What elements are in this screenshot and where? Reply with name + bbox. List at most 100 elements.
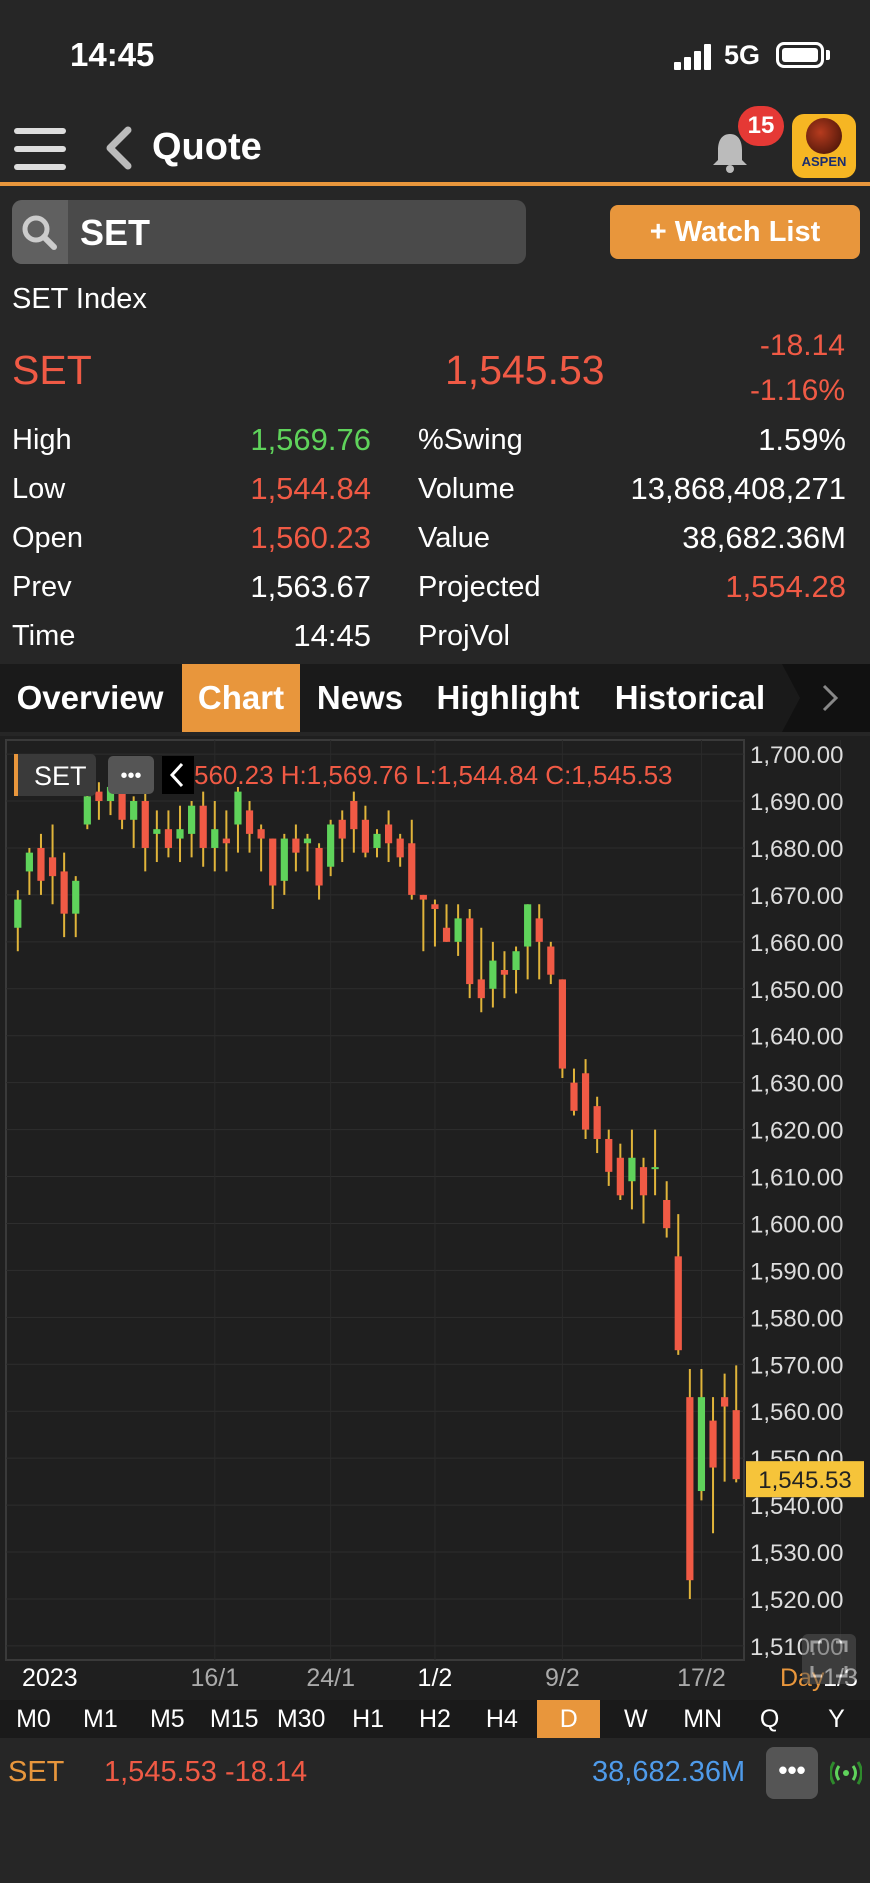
legend-symbol: SET bbox=[34, 761, 87, 791]
tabs-scroll-right[interactable] bbox=[782, 664, 870, 732]
battery-nub bbox=[826, 50, 830, 60]
expand-icon[interactable] bbox=[802, 1634, 856, 1684]
candle-body bbox=[141, 801, 149, 848]
timeframe-w[interactable]: W bbox=[623, 1705, 648, 1733]
candle-body bbox=[477, 979, 485, 999]
candle-body bbox=[558, 979, 566, 1069]
candle-body bbox=[639, 1167, 648, 1196]
candle-body bbox=[616, 1157, 624, 1196]
candle-body bbox=[153, 829, 161, 834]
candle-body bbox=[512, 951, 520, 970]
network-label: 5G bbox=[724, 40, 761, 70]
y-tick-label: 1,540.00 bbox=[750, 1493, 843, 1520]
y-tick-label: 1,630.00 bbox=[750, 1071, 843, 1098]
candle-body bbox=[408, 843, 416, 895]
x-tick-label: 2023 bbox=[22, 1664, 78, 1692]
search-icon bbox=[22, 215, 57, 250]
candle-body bbox=[651, 1167, 659, 1170]
volume-value: 13,868,408,271 bbox=[630, 471, 847, 506]
candle-body bbox=[466, 918, 474, 985]
timeframe-h2[interactable]: H2 bbox=[419, 1705, 451, 1733]
y-tick-label: 1,570.00 bbox=[750, 1352, 843, 1379]
timeframe-d[interactable]: D bbox=[537, 1700, 601, 1738]
price-chart[interactable]: 1,700.00 1,690.00 1,680.00 1,670.00 1,660.00… bbox=[0, 736, 870, 1700]
y-tick-label: 1,660.00 bbox=[750, 930, 843, 957]
search-icon-wrap[interactable] bbox=[12, 200, 68, 264]
legend-more-button[interactable] bbox=[108, 756, 154, 794]
candle-body bbox=[581, 1073, 590, 1130]
timeframe-m1[interactable]: M1 bbox=[83, 1705, 118, 1733]
search-value[interactable]: SET bbox=[80, 212, 151, 253]
ticker-more-button[interactable]: ••• bbox=[766, 1747, 818, 1799]
tab-overview[interactable]: Overview bbox=[16, 679, 164, 716]
bell-icon[interactable] bbox=[710, 130, 750, 174]
ticker-symbol[interactable]: SET bbox=[8, 1756, 65, 1788]
candle-body bbox=[176, 829, 184, 839]
candle-body bbox=[280, 838, 288, 881]
timeframe-y[interactable]: Y bbox=[828, 1705, 845, 1733]
open-label: Open bbox=[12, 522, 83, 554]
y-tick-label: 1,650.00 bbox=[750, 977, 843, 1004]
timeframe-m0[interactable]: M0 bbox=[16, 1705, 51, 1733]
nav-bar: Quote 15 ASPEN bbox=[0, 106, 870, 186]
symbol-full-name: SET Index bbox=[12, 283, 147, 315]
last-price-tag bbox=[746, 1461, 864, 1498]
candle-body bbox=[37, 847, 45, 881]
x-tick-label: 9/2 bbox=[545, 1664, 580, 1692]
tab-news[interactable]: News bbox=[316, 679, 404, 716]
candle-body bbox=[211, 829, 219, 848]
candle-body bbox=[118, 786, 126, 820]
timeframe-h4[interactable]: H4 bbox=[485, 1705, 518, 1733]
status-time: 14:45 bbox=[70, 36, 155, 73]
candle-body bbox=[338, 819, 346, 839]
candle-body bbox=[25, 852, 33, 872]
price-change-percent: -1.16% bbox=[749, 374, 845, 407]
prev-value: 1,563.67 bbox=[250, 569, 371, 604]
timeframe-m30[interactable]: M30 bbox=[276, 1705, 326, 1733]
candle-body bbox=[245, 810, 254, 834]
timeframe-q[interactable]: Q bbox=[759, 1705, 780, 1733]
search-input[interactable]: SET bbox=[12, 200, 526, 264]
candle-body bbox=[686, 1397, 694, 1581]
legend-collapse-button[interactable] bbox=[162, 756, 194, 794]
back-chevron-icon[interactable] bbox=[104, 126, 134, 170]
tab-historical[interactable]: Historical bbox=[614, 679, 766, 716]
tab-highlight[interactable]: Highlight bbox=[436, 679, 580, 716]
connection-status-icon bbox=[830, 1761, 862, 1785]
legend-accent bbox=[14, 754, 18, 796]
timeframe-m5[interactable]: M5 bbox=[149, 1705, 185, 1733]
candle-body bbox=[292, 838, 300, 853]
legend-symbol-box[interactable] bbox=[14, 754, 96, 796]
y-tick-label: 1,610.00 bbox=[750, 1165, 843, 1192]
timeframe-m15[interactable]: M15 bbox=[209, 1705, 259, 1733]
candle-body bbox=[257, 829, 265, 839]
tab-bar: Overview Chart News Highlight Historical bbox=[0, 664, 870, 732]
timeframe-h1[interactable]: H1 bbox=[352, 1705, 385, 1733]
aspen-logo[interactable]: ASPEN bbox=[792, 114, 856, 178]
tab-chart[interactable]: Chart bbox=[182, 664, 300, 732]
candle-body bbox=[199, 805, 207, 848]
hamburger-menu-icon[interactable] bbox=[14, 128, 66, 170]
price-change: -18.14 bbox=[759, 329, 845, 362]
prev-label: Prev bbox=[12, 571, 72, 603]
bottom-ticker: SET 1,545.53 -18.14 38,682.36M ••• bbox=[0, 1740, 870, 1806]
status-bar: 14:45 5G bbox=[0, 0, 870, 110]
candle-body bbox=[83, 796, 91, 825]
y-tick-label: 1,620.00 bbox=[750, 1118, 843, 1145]
y-tick-label: 1,520.00 bbox=[750, 1587, 843, 1614]
y-tick-label: 1,580.00 bbox=[750, 1305, 843, 1332]
candle-body bbox=[222, 838, 230, 844]
high-label: High bbox=[12, 424, 72, 456]
x-tick-label: 24/1 bbox=[306, 1664, 355, 1692]
candle-body bbox=[489, 960, 497, 989]
timeframe-mn[interactable]: MN bbox=[683, 1705, 723, 1733]
chart-canvas[interactable]: 1,700.00 1,690.00 1,680.00 1,670.00 1,660.00… bbox=[0, 736, 870, 1700]
notification-badge[interactable]: 15 bbox=[738, 106, 784, 146]
candle-body bbox=[721, 1397, 729, 1407]
candle-body bbox=[419, 894, 427, 900]
add-watchlist-button[interactable]: + Watch List bbox=[610, 205, 860, 259]
candle-body bbox=[524, 904, 532, 947]
legend-collapse-icon bbox=[169, 762, 184, 788]
swing-value: 1.59% bbox=[758, 422, 846, 457]
y-tick-label: 1,590.00 bbox=[750, 1258, 843, 1285]
